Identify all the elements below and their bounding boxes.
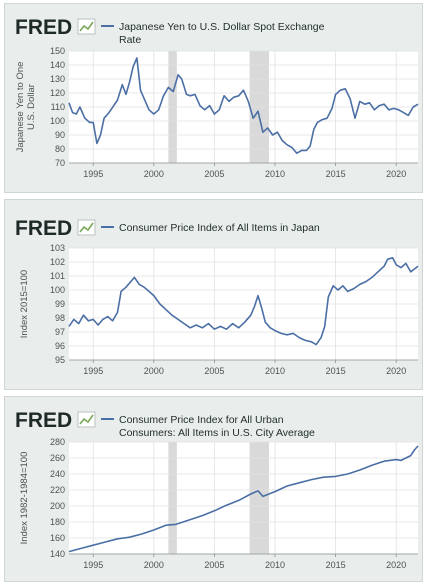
x-tick-label: 2010 — [265, 560, 285, 570]
fred-logo-text: FRED — [15, 409, 72, 432]
chart-yen: FRED Japanese Yen to U.S. Dollar Spot Exc… — [15, 16, 419, 179]
y-tick-label: 160 — [50, 533, 65, 543]
fred-logo: FRED — [15, 217, 96, 240]
y-tick-label: 102 — [50, 257, 65, 267]
y-tick-label: 140 — [50, 549, 65, 559]
chart-us-cpi: FRED Consumer Price Index for All UrbanCo… — [15, 409, 419, 570]
y-tick-label: 200 — [50, 501, 65, 511]
chart-panel-japan-cpi: FRED Consumer Price Index of All Items in… — [4, 199, 423, 390]
fred-graph-icon — [77, 18, 96, 35]
x-tick-label: 1995 — [83, 169, 103, 179]
y-tick-label: 70 — [55, 158, 65, 168]
fred-logo-text: FRED — [15, 217, 72, 240]
y-tick-label: 95 — [55, 355, 65, 365]
x-tick-label: 2000 — [144, 366, 164, 376]
y-axis-label: Japanese Yen to One — [15, 62, 26, 153]
y-tick-label: 98 — [55, 313, 65, 323]
x-tick-label: 2015 — [326, 560, 346, 570]
x-tick-label: 2005 — [204, 366, 224, 376]
y-tick-label: 180 — [50, 517, 65, 527]
x-tick-label: 1995 — [83, 366, 103, 376]
y-axis-label: U.S. Dollar — [26, 84, 37, 130]
series-line — [68, 57, 419, 154]
fred-logo: FRED — [15, 16, 96, 39]
y-axis-label: Index 1982-1984=100 — [19, 452, 30, 545]
y-tick-label: 280 — [50, 437, 65, 447]
chart-title-line: Rate — [119, 34, 141, 46]
chart-title-line: Consumers: All Items in U.S. City Averag… — [119, 427, 315, 439]
y-tick-label: 80 — [55, 144, 65, 154]
recession-band — [249, 442, 269, 554]
x-tick-label: 2010 — [265, 366, 285, 376]
y-tick-label: 240 — [50, 469, 65, 479]
x-tick-label: 2015 — [326, 366, 346, 376]
x-tick-label: 2020 — [386, 560, 406, 570]
y-tick-label: 140 — [50, 60, 65, 70]
x-tick-label: 1995 — [83, 560, 103, 570]
x-tick-label: 2005 — [204, 169, 224, 179]
y-tick-label: 130 — [50, 74, 65, 84]
y-tick-label: 100 — [50, 285, 65, 295]
y-tick-label: 103 — [50, 243, 65, 253]
x-tick-label: 2015 — [326, 169, 346, 179]
x-tick-label: 2020 — [386, 366, 406, 376]
fred-graph-icon — [77, 411, 96, 428]
y-tick-label: 260 — [50, 453, 65, 463]
chart-panel-us-cpi: FRED Consumer Price Index for All Urban Co… — [4, 396, 423, 582]
series-line — [68, 256, 419, 346]
y-tick-label: 150 — [50, 46, 65, 56]
y-tick-label: 96 — [55, 341, 65, 351]
series-line — [68, 445, 419, 553]
y-tick-label: 100 — [50, 116, 65, 126]
y-tick-label: 120 — [50, 88, 65, 98]
x-tick-label: 2000 — [144, 560, 164, 570]
x-tick-label: 2000 — [144, 169, 164, 179]
x-tick-label: 2020 — [386, 169, 406, 179]
y-tick-label: 101 — [50, 271, 65, 281]
chart-title-line: Consumer Price Index of All Items in Jap… — [119, 222, 320, 234]
x-tick-label: 2005 — [204, 560, 224, 570]
chart-title-line: Japanese Yen to U.S. Dollar Spot Exchang… — [119, 21, 325, 33]
y-tick-label: 97 — [55, 327, 65, 337]
fred-logo-text: FRED — [15, 16, 72, 39]
y-tick-label: 220 — [50, 485, 65, 495]
y-tick-label: 110 — [51, 102, 65, 112]
fred-graph-icon — [77, 219, 96, 236]
chart-title-line: Consumer Price Index for All Urban — [119, 414, 284, 426]
fred-logo: FRED — [15, 409, 96, 432]
x-tick-label: 2010 — [265, 169, 285, 179]
recession-band — [168, 442, 177, 554]
chart-japan-cpi: FRED Consumer Price Index of All Items in… — [15, 217, 419, 376]
chart-panel-yen: FRED Japanese Yen to U.S. Dollar Spot Exc… — [4, 3, 423, 193]
y-tick-label: 90 — [55, 130, 65, 140]
y-tick-label: 99 — [55, 299, 65, 309]
y-axis-label: Index 2015=100 — [19, 270, 30, 338]
